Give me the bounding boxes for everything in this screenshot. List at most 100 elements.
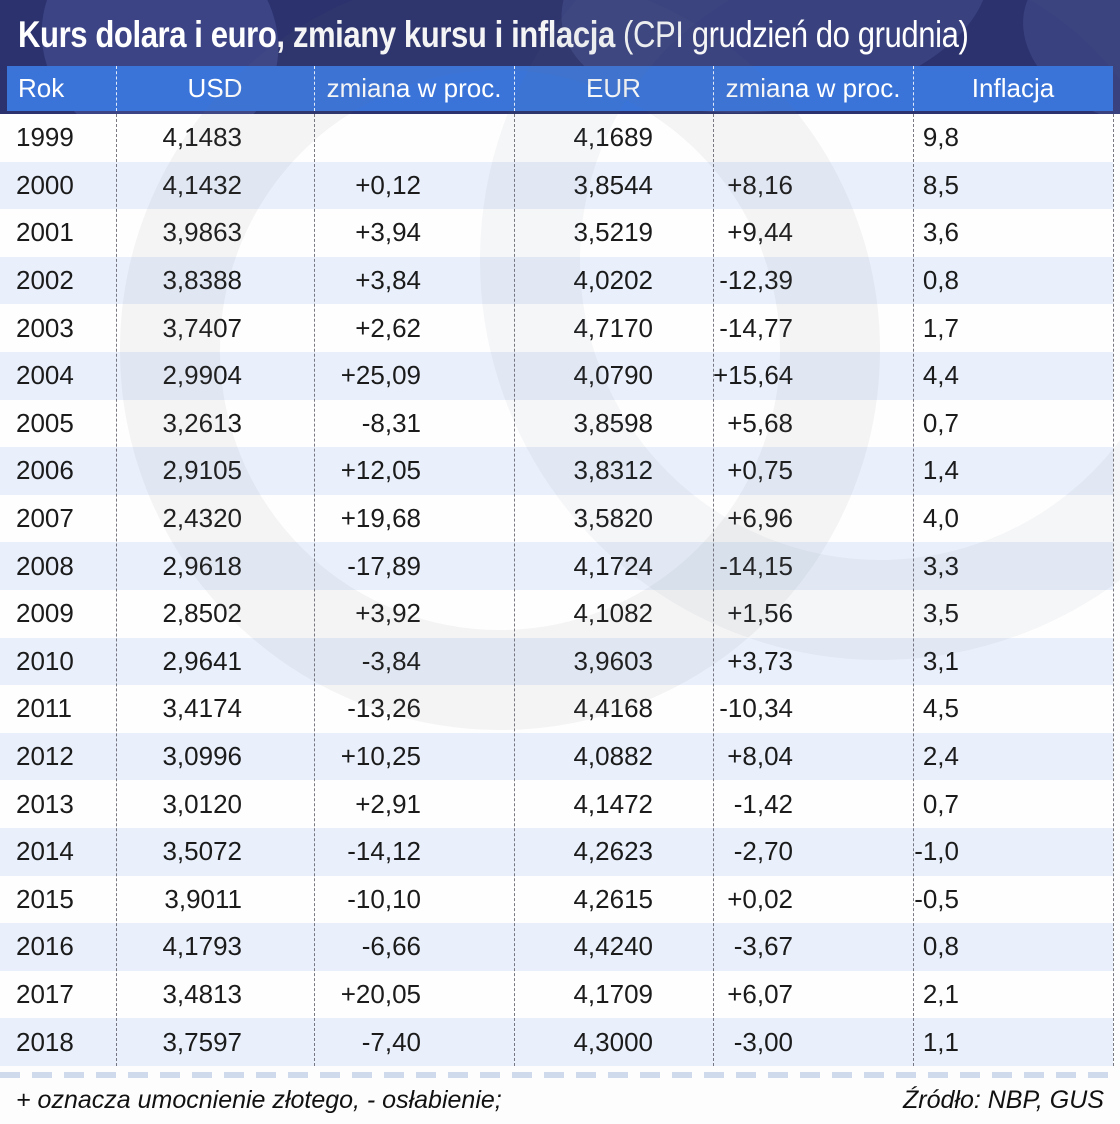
eur-rate-cell: 3,8598 xyxy=(573,407,653,438)
table-row: 2005 3,2613 -8,31 3,8598 +5,68 0,7 xyxy=(0,399,1113,448)
year-cell: 2009 xyxy=(16,598,74,629)
column-separator xyxy=(314,114,315,1066)
year-cell: 2000 xyxy=(16,169,74,200)
eur-rate-cell: 3,9603 xyxy=(573,645,653,676)
eur-rate-cell: 3,8312 xyxy=(573,455,653,486)
inflation-cell: 1,4 xyxy=(922,455,959,486)
table-row: 2018 3,7597 -7,40 4,3000 -3,00 1,1 xyxy=(0,1018,1113,1066)
usd-change-cell: +10,25 xyxy=(340,741,421,772)
table-row: 2014 3,5072 -14,12 4,2623 -2,70 -1,0 xyxy=(0,827,1113,876)
column-header-eur: EUR xyxy=(586,73,641,103)
column-separator xyxy=(514,114,515,1066)
eur-rate-cell: 4,1472 xyxy=(573,788,653,819)
table-row: 2002 3,8388 +3,84 4,0202 -12,39 0,8 xyxy=(0,256,1113,305)
eur-change-cell: -1,42 xyxy=(733,788,793,819)
table-row: 1999 4,1483 4,1689 9,8 xyxy=(0,114,1113,162)
table-row: 2012 3,0996 +10,25 4,0882 +8,04 2,4 xyxy=(0,732,1113,781)
year-cell: 2003 xyxy=(16,312,74,343)
usd-rate-cell: 3,0120 xyxy=(162,788,242,819)
eur-rate-cell: 4,1709 xyxy=(573,978,653,1009)
usd-change-cell: +3,94 xyxy=(355,217,421,248)
usd-rate-cell: 2,9105 xyxy=(162,455,242,486)
column-header-usd-change: zmiana w proc. xyxy=(326,73,502,103)
usd-change-cell: -7,40 xyxy=(361,1026,421,1057)
eur-rate-cell: 4,2623 xyxy=(573,836,653,867)
eur-rate-cell: 4,4168 xyxy=(573,693,653,724)
usd-change-cell: +2,62 xyxy=(355,312,421,343)
eur-change-cell: +15,64 xyxy=(713,360,794,391)
usd-change-cell: -14,12 xyxy=(347,836,421,867)
year-cell: 2017 xyxy=(16,978,74,1009)
year-cell: 2015 xyxy=(16,883,74,914)
usd-rate-cell: 3,9011 xyxy=(164,883,242,914)
column-header-eur-change: zmiana w proc. xyxy=(725,73,901,103)
usd-change-cell: -17,89 xyxy=(347,550,421,581)
inflation-cell: 4,5 xyxy=(922,693,959,724)
year-cell: 2014 xyxy=(16,836,74,867)
column-separator xyxy=(713,114,714,1066)
inflation-cell: 4,4 xyxy=(922,360,959,391)
year-cell: 2011 xyxy=(16,693,72,724)
source-note: Źródło: NBP, GUS xyxy=(902,1086,1104,1114)
eur-change-cell: +5,68 xyxy=(727,407,793,438)
header-column-separator xyxy=(713,66,714,111)
eur-change-cell: +8,04 xyxy=(727,741,793,772)
usd-change-cell: +12,05 xyxy=(340,455,421,486)
inflation-cell: 3,5 xyxy=(922,598,959,629)
usd-rate-cell: 3,4813 xyxy=(162,978,242,1009)
eur-change-cell: +6,96 xyxy=(727,503,793,534)
table-row: 2007 2,4320 +19,68 3,5820 +6,96 4,0 xyxy=(0,494,1113,543)
page-title-main: Kurs dolara i euro, zmiany kursu i infla… xyxy=(18,14,615,55)
usd-rate-cell: 2,8502 xyxy=(162,598,242,629)
usd-change-cell: +3,92 xyxy=(355,598,421,629)
header-column-separator xyxy=(514,66,515,111)
table-row: 2008 2,9618 -17,89 4,1724 -14,15 3,3 xyxy=(0,542,1113,590)
eur-change-cell: +6,07 xyxy=(727,978,793,1009)
eur-change-cell: +8,16 xyxy=(727,169,793,200)
eur-change-cell: -10,34 xyxy=(719,693,793,724)
usd-rate-cell: 4,1483 xyxy=(162,122,242,153)
eur-rate-cell: 4,1082 xyxy=(573,598,653,629)
usd-rate-cell: 3,9863 xyxy=(162,217,242,248)
usd-rate-cell: 2,9904 xyxy=(162,360,242,391)
inflation-cell: 3,3 xyxy=(922,550,959,581)
eur-change-cell: -12,39 xyxy=(719,265,793,296)
year-cell: 2006 xyxy=(16,455,74,486)
page-title-paren: (CPI grudzień do grudnia) xyxy=(623,14,969,55)
usd-change-cell: +0,12 xyxy=(355,169,421,200)
table-right-border xyxy=(1113,114,1114,1066)
eur-rate-cell: 3,5820 xyxy=(573,503,653,534)
eur-rate-cell: 4,1689 xyxy=(573,122,653,153)
column-header-inflation: Inflacja xyxy=(971,73,1055,103)
table-body: 1999 4,1483 4,1689 9,8 2000 4,1432 +0,12… xyxy=(0,114,1113,1066)
usd-rate-cell: 3,5072 xyxy=(162,836,242,867)
usd-change-cell: +25,09 xyxy=(340,360,421,391)
usd-change-cell: +3,84 xyxy=(355,265,421,296)
eur-change-cell: +1,56 xyxy=(727,598,793,629)
eur-change-cell: -3,67 xyxy=(733,931,793,962)
eur-rate-cell: 4,3000 xyxy=(573,1026,653,1057)
year-cell: 2002 xyxy=(16,265,74,296)
table-row: 2015 3,9011 -10,10 4,2615 +0,02 -0,5 xyxy=(0,875,1113,924)
inflation-cell: 0,7 xyxy=(922,407,959,438)
year-cell: 2010 xyxy=(16,645,74,676)
usd-rate-cell: 2,9618 xyxy=(162,550,242,581)
year-cell: 2013 xyxy=(16,788,74,819)
eur-rate-cell: 3,5219 xyxy=(573,217,653,248)
year-cell: 2007 xyxy=(16,503,74,534)
table-row: 2009 2,8502 +3,92 4,1082 +1,56 3,5 xyxy=(0,589,1113,638)
year-cell: 2005 xyxy=(16,407,74,438)
inflation-cell: -1,0 xyxy=(914,836,959,867)
eur-rate-cell: 4,2615 xyxy=(573,883,653,914)
table-row: 2000 4,1432 +0,12 3,8544 +8,16 8,5 xyxy=(0,161,1113,210)
table-row: 2013 3,0120 +2,91 4,1472 -1,42 0,7 xyxy=(0,780,1113,828)
eur-change-cell: +0,75 xyxy=(727,455,793,486)
table-header-row: Rok USD zmiana w proc. EUR zmiana w proc… xyxy=(7,66,1113,111)
usd-rate-cell: 3,8388 xyxy=(162,265,242,296)
header-column-separator xyxy=(116,66,117,111)
eur-change-cell: +9,44 xyxy=(727,217,793,248)
eur-change-cell: +0,02 xyxy=(727,883,793,914)
usd-change-cell: -6,66 xyxy=(361,931,421,962)
year-cell: 2016 xyxy=(16,931,74,962)
